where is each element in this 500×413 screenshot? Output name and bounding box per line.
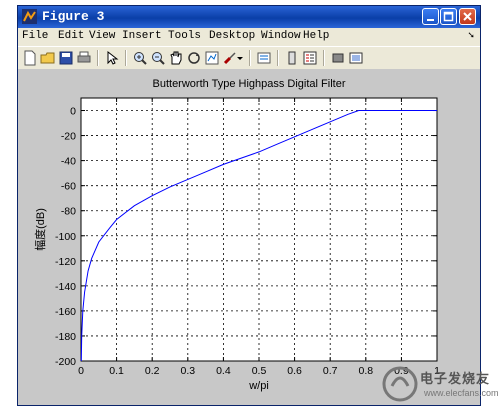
toolbar-separator <box>323 50 325 66</box>
menu-view[interactable]: View <box>89 30 115 42</box>
window-title: Figure 3 <box>42 9 104 24</box>
menu-edit[interactable]: Edit <box>58 30 84 42</box>
y-tick-label: -120 <box>55 256 76 268</box>
y-tick-label: -140 <box>55 281 76 293</box>
show-plot-tools-icon[interactable] <box>348 50 364 66</box>
pan-hand-icon[interactable] <box>168 50 184 66</box>
watermark: 电子发烧友 www.elecfans.com <box>380 364 500 408</box>
figure-toolbar <box>18 46 480 70</box>
link-plot-icon[interactable] <box>256 50 272 66</box>
x-tick-label: 0.8 <box>358 365 373 377</box>
brush-dropdown-icon[interactable] <box>236 50 244 66</box>
y-tick-label: -200 <box>55 356 76 368</box>
x-tick-label: 0.7 <box>323 365 338 377</box>
minimize-button[interactable] <box>422 8 439 25</box>
y-tick-label: -80 <box>61 206 76 218</box>
rotate-3d-icon[interactable] <box>186 50 202 66</box>
plot-svg[interactable]: 0 0.1 0.2 0.3 0.4 0.5 0.6 0.7 0.8 0.9 10-20-40-60-… <box>18 69 480 405</box>
watermark-logo-icon <box>380 364 420 404</box>
minimize-icon <box>423 9 438 24</box>
hide-plot-tools-icon[interactable] <box>330 50 346 66</box>
legend-icon[interactable] <box>302 50 318 66</box>
menu-tools[interactable]: Tools <box>168 30 201 42</box>
watermark-url: www.elecfans.com <box>424 388 499 398</box>
figure-canvas[interactable]: Butterworth Type Highpass Digital Filter… <box>18 69 480 405</box>
menu-window[interactable]: Window <box>261 30 301 42</box>
y-axis-label: 幅度(dB) <box>33 208 47 251</box>
new-file-icon[interactable] <box>22 50 38 66</box>
x-tick-label: 0.6 <box>287 365 302 377</box>
menu-help[interactable]: Help <box>303 30 329 42</box>
y-tick-label: -60 <box>61 181 76 193</box>
y-tick-label: -160 <box>55 306 76 318</box>
watermark-text: 电子发烧友 <box>420 368 490 387</box>
x-axis-label: w/pi <box>248 380 269 392</box>
title-bar[interactable]: Figure 3 <box>18 6 480 28</box>
toolbar-separator <box>249 50 251 66</box>
menu-desktop[interactable]: Desktop <box>209 30 255 42</box>
maximize-button[interactable] <box>440 8 457 25</box>
x-tick-label: 0.1 <box>109 365 124 377</box>
save-icon[interactable] <box>58 50 74 66</box>
maximize-icon <box>441 9 456 24</box>
x-tick-label: 0.4 <box>216 365 231 377</box>
y-tick-label: -180 <box>55 331 76 343</box>
y-tick-label: 0 <box>70 106 76 118</box>
close-button[interactable] <box>459 8 476 25</box>
matlab-icon <box>22 9 37 24</box>
toolbar-separator <box>277 50 279 66</box>
menu-bar: File Edit View Insert Tools Desktop Wind… <box>18 28 480 46</box>
menu-insert[interactable]: Insert <box>122 30 162 42</box>
x-tick-label: 0.3 <box>180 365 195 377</box>
x-tick-label: 0.2 <box>145 365 160 377</box>
open-folder-icon[interactable] <box>40 50 56 66</box>
figure-window: Figure 3 File Edit View Insert Tools Des… <box>17 5 481 406</box>
print-icon[interactable] <box>76 50 92 66</box>
menu-arrow-icon[interactable]: ➘ <box>468 30 474 42</box>
colorbar-icon[interactable] <box>284 50 300 66</box>
y-tick-label: -100 <box>55 231 76 243</box>
x-tick-label: 0.5 <box>252 365 267 377</box>
y-tick-label: -40 <box>61 156 76 168</box>
pointer-icon[interactable] <box>104 50 120 66</box>
zoom-in-icon[interactable] <box>132 50 148 66</box>
toolbar-separator <box>125 50 127 66</box>
menu-file[interactable]: File <box>22 30 48 42</box>
close-icon <box>460 9 475 24</box>
toolbar-separator <box>97 50 99 66</box>
y-tick-label: -20 <box>61 131 76 143</box>
x-tick-label: 0 <box>78 365 84 377</box>
data-cursor-icon[interactable] <box>204 50 220 66</box>
zoom-out-icon[interactable] <box>150 50 166 66</box>
